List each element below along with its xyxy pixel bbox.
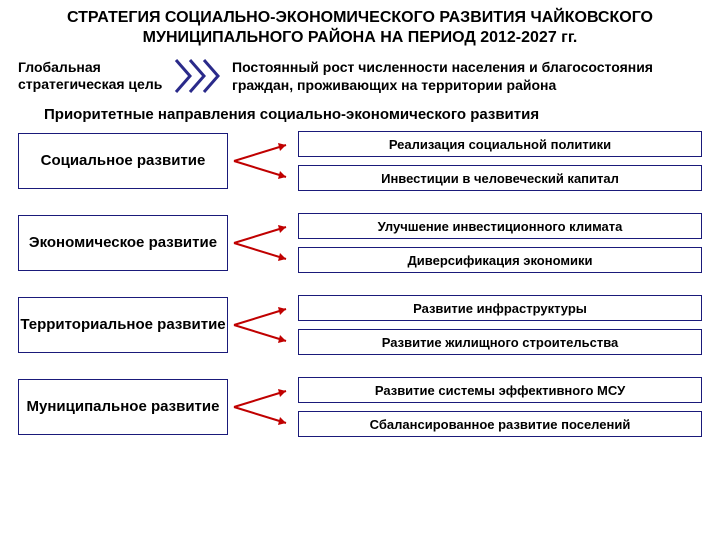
right-box: Сбалансированное развитие поселений bbox=[298, 411, 702, 437]
goal-text: Постоянный рост численности населения и … bbox=[232, 58, 702, 94]
arrows-icon bbox=[228, 133, 298, 189]
right-col: Развитие системы эффективного МСУ Сбалан… bbox=[298, 377, 702, 437]
page-title: СТРАТЕГИЯ СОЦИАЛЬНО-ЭКОНОМИЧЕСКОГО РАЗВИ… bbox=[0, 0, 720, 52]
left-box: Экономическое развитие bbox=[18, 215, 228, 271]
block-row: Муниципальное развитие Развитие системы … bbox=[18, 377, 702, 437]
goal-label: Глобальная стратегическая цель bbox=[18, 59, 168, 93]
right-col: Реализация социальной политики Инвестици… bbox=[298, 131, 702, 191]
arrows-icon bbox=[228, 297, 298, 353]
right-col: Развитие инфраструктуры Развитие жилищно… bbox=[298, 295, 702, 355]
left-box: Социальное развитие bbox=[18, 133, 228, 189]
block-row: Социальное развитие Реализация социально… bbox=[18, 131, 702, 191]
right-col: Улучшение инвестиционного климата Диверс… bbox=[298, 213, 702, 273]
right-box: Развитие системы эффективного МСУ bbox=[298, 377, 702, 403]
chevrons-icon bbox=[172, 56, 228, 96]
block-row: Территориальное развитие Развитие инфрас… bbox=[18, 295, 702, 355]
goal-row: Глобальная стратегическая цель Постоянны… bbox=[0, 52, 720, 102]
right-box: Развитие инфраструктуры bbox=[298, 295, 702, 321]
right-box: Улучшение инвестиционного климата bbox=[298, 213, 702, 239]
arrows-icon bbox=[228, 215, 298, 271]
left-box: Муниципальное развитие bbox=[18, 379, 228, 435]
blocks-container: Социальное развитие Реализация социально… bbox=[0, 131, 720, 437]
right-box: Реализация социальной политики bbox=[298, 131, 702, 157]
right-box: Диверсификация экономики bbox=[298, 247, 702, 273]
left-box: Территориальное развитие bbox=[18, 297, 228, 353]
right-box: Инвестиции в человеческий капитал bbox=[298, 165, 702, 191]
right-box: Развитие жилищного строительства bbox=[298, 329, 702, 355]
arrows-icon bbox=[228, 379, 298, 435]
subtitle: Приоритетные направления социально-эконо… bbox=[0, 102, 720, 131]
block-row: Экономическое развитие Улучшение инвести… bbox=[18, 213, 702, 273]
